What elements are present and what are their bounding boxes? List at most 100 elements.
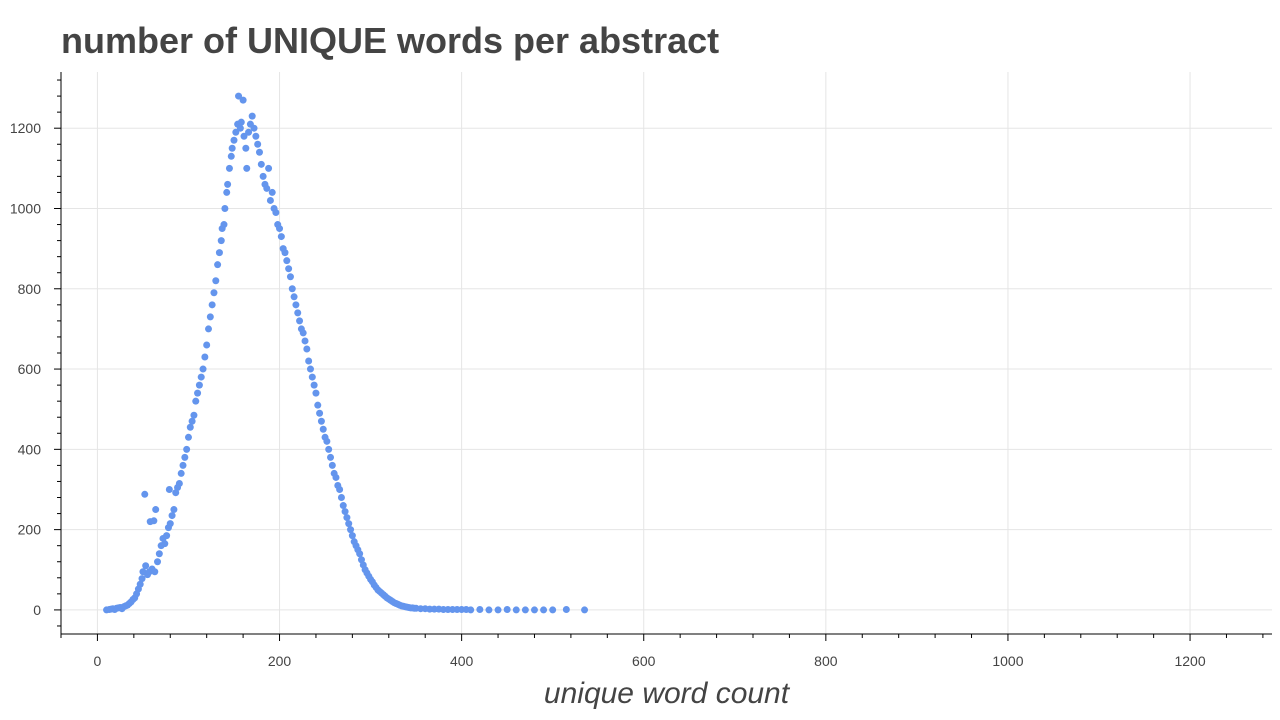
data-point <box>215 249 223 257</box>
data-point <box>210 289 218 297</box>
data-point <box>268 188 276 196</box>
x-tick-label: 800 <box>814 653 838 669</box>
data-point <box>239 96 247 104</box>
data-point <box>285 265 293 273</box>
data-point <box>485 606 493 614</box>
data-point <box>243 164 251 172</box>
data-point <box>152 506 160 514</box>
data-point <box>308 373 316 381</box>
data-point <box>503 606 511 614</box>
data-point <box>343 514 351 522</box>
data-point <box>319 425 327 433</box>
data-point <box>305 357 313 365</box>
y-tick-label: 400 <box>18 441 42 457</box>
data-point <box>214 261 222 269</box>
data-point <box>242 144 250 152</box>
data-point <box>281 249 289 257</box>
data-point <box>512 606 520 614</box>
data-point <box>494 606 502 614</box>
data-point <box>257 160 265 168</box>
data-point <box>237 118 245 126</box>
data-point <box>154 558 162 566</box>
data-point <box>299 329 307 337</box>
data-point <box>327 453 335 461</box>
data-point <box>165 485 173 493</box>
y-tick-label: 1200 <box>10 120 41 136</box>
data-point <box>227 152 235 160</box>
data-point <box>224 180 232 188</box>
data-point <box>220 221 228 229</box>
ticks: 0 200 400 600 800 1000 1200 0 200 400 600 800 1000 12… <box>10 79 1264 669</box>
data-point <box>240 132 248 140</box>
x-tick-label: 200 <box>268 653 292 669</box>
data-point <box>530 606 538 614</box>
data-point <box>181 453 189 461</box>
x-tick-label: 0 <box>94 653 102 669</box>
data-point <box>151 568 159 576</box>
data-point <box>476 606 484 614</box>
x-tick-label: 400 <box>450 653 474 669</box>
data-point <box>221 204 229 212</box>
data-point <box>195 381 203 389</box>
data-point <box>201 353 209 361</box>
data-point <box>296 317 304 325</box>
axes <box>60 72 1272 635</box>
data-point <box>205 325 213 333</box>
data-point <box>325 445 333 453</box>
data-point <box>138 575 146 583</box>
x-tick-label: 1000 <box>992 653 1023 669</box>
data-point <box>345 520 353 528</box>
data-point <box>301 337 309 345</box>
data-point <box>186 423 194 431</box>
data-point <box>184 433 192 441</box>
x-tick-label: 1200 <box>1174 653 1205 669</box>
data-point <box>163 532 171 540</box>
data-point <box>235 92 243 100</box>
data-point <box>263 184 271 192</box>
data-point <box>294 309 302 317</box>
y-tick-label: 800 <box>18 281 42 297</box>
data-point <box>208 301 216 309</box>
y-tick-label: 200 <box>18 522 42 538</box>
data-point <box>150 517 158 525</box>
data-point <box>337 494 345 502</box>
data-point <box>272 209 280 216</box>
data-point <box>194 389 202 397</box>
data-point <box>286 273 294 281</box>
data-point <box>230 136 238 144</box>
grid <box>61 72 1272 634</box>
data-point <box>170 506 178 514</box>
data-point <box>228 144 236 152</box>
data-point <box>339 502 347 510</box>
data-point <box>306 365 314 373</box>
data-point <box>467 606 475 614</box>
data-point <box>245 128 253 136</box>
data-point <box>250 124 258 132</box>
data-point <box>190 411 198 419</box>
data-points <box>103 92 589 614</box>
data-point <box>314 401 322 409</box>
data-point <box>336 485 344 493</box>
data-point <box>303 345 311 353</box>
data-point <box>356 550 364 558</box>
data-point <box>217 237 225 245</box>
data-point <box>183 445 191 453</box>
data-point <box>312 389 320 397</box>
data-point <box>188 417 196 425</box>
data-point <box>155 550 163 558</box>
data-point <box>223 188 231 196</box>
x-tick-label: 600 <box>632 653 656 669</box>
data-point <box>199 365 207 373</box>
data-point <box>179 461 187 469</box>
data-point <box>161 540 169 548</box>
y-tick-label: 1000 <box>10 200 41 216</box>
data-point <box>212 277 220 285</box>
data-point <box>168 512 176 520</box>
data-point <box>166 520 174 528</box>
data-point <box>290 293 298 301</box>
data-point <box>141 490 149 498</box>
data-point <box>341 508 349 516</box>
data-point <box>540 606 548 614</box>
data-point <box>259 172 267 180</box>
